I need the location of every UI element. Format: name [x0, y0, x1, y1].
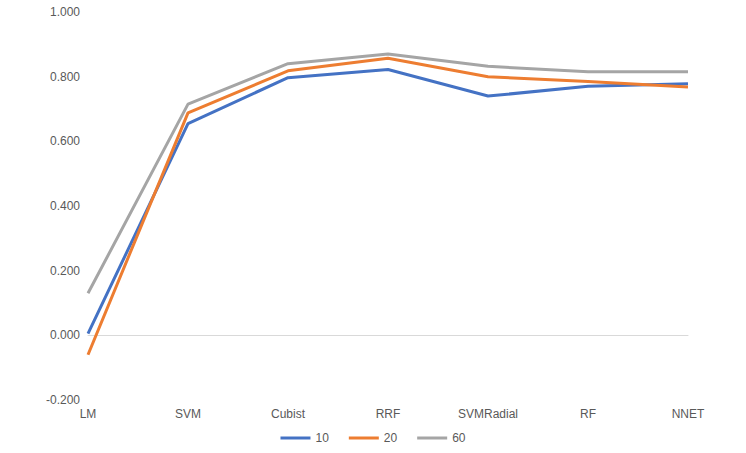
svg-text:-0.200: -0.200 [46, 393, 80, 407]
svg-text:1.000: 1.000 [50, 5, 80, 19]
svg-text:Cubist: Cubist [271, 407, 306, 421]
svg-text:0.600: 0.600 [50, 134, 80, 148]
svg-text:NNET: NNET [672, 407, 705, 421]
svg-text:0.400: 0.400 [50, 199, 80, 213]
svg-text:RF: RF [580, 407, 596, 421]
svg-text:20: 20 [384, 431, 398, 445]
svg-text:0.000: 0.000 [50, 328, 80, 342]
svg-text:LM: LM [80, 407, 97, 421]
svg-text:10: 10 [315, 431, 329, 445]
svg-text:RRF: RRF [376, 407, 401, 421]
svg-text:60: 60 [452, 431, 466, 445]
svg-text:0.800: 0.800 [50, 70, 80, 84]
svg-text:0.200: 0.200 [50, 264, 80, 278]
svg-text:SVM: SVM [175, 407, 201, 421]
svg-text:SVMRadial: SVMRadial [458, 407, 518, 421]
